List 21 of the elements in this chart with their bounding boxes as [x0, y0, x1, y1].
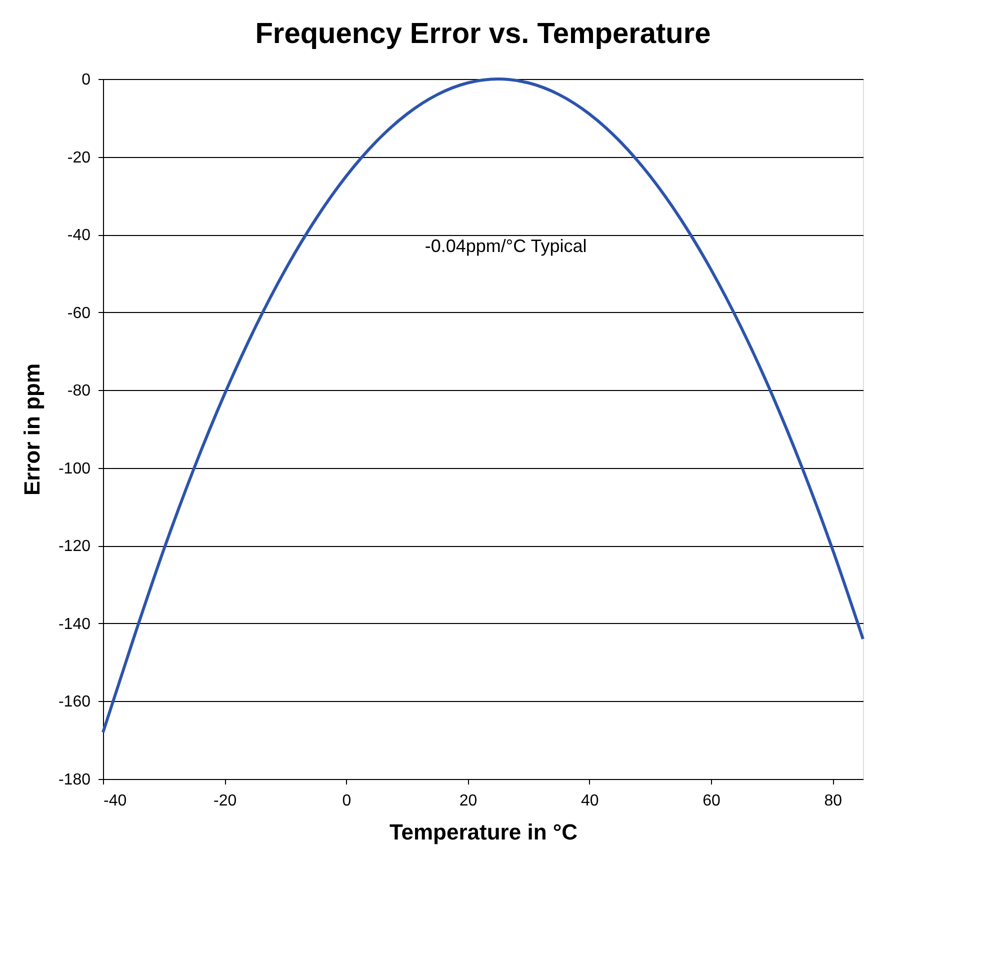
- y-tick-label: -180: [58, 772, 91, 788]
- x-tick-label: 0: [342, 792, 352, 810]
- y-tick-label: -20: [67, 149, 91, 166]
- chart-title: Frequency Error vs. Temperature: [255, 18, 711, 50]
- y-axis-title: Error in ppm: [19, 363, 44, 496]
- y-tick-label: -40: [67, 227, 91, 244]
- x-tick-label: 20: [459, 792, 478, 810]
- x-tick-label: 40: [581, 792, 599, 810]
- y-tick-label: -120: [58, 538, 91, 556]
- y-tick-label: -60: [67, 304, 91, 322]
- y-tick-label: -140: [58, 616, 91, 633]
- y-tick-label: -160: [58, 694, 91, 711]
- x-tick-label: -20: [214, 792, 237, 810]
- y-tick-label: -100: [58, 460, 91, 478]
- x-axis-title: Temperature in °C: [389, 820, 578, 844]
- annotation: -0.04ppm/°C Typical: [424, 236, 587, 256]
- x-tick-label: 60: [702, 792, 720, 810]
- x-tick-label: 80: [824, 792, 842, 810]
- y-tick-label: -80: [67, 382, 91, 400]
- y-tick-label: 0: [82, 72, 91, 88]
- x-tick-label: -40: [104, 792, 127, 810]
